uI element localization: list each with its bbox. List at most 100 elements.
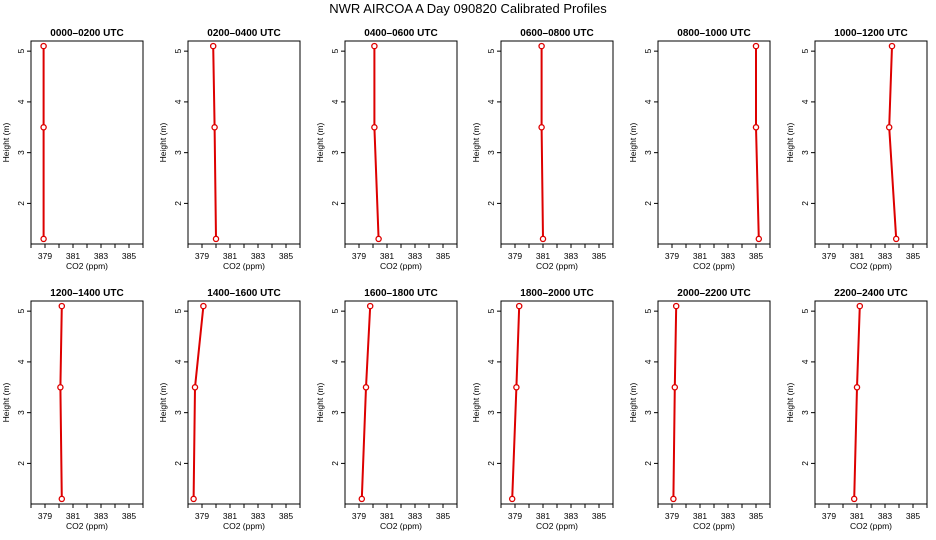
plot-frame: [814, 300, 928, 505]
x-tick-label: 385: [749, 251, 763, 261]
y-axis-label: Height (m): [1, 383, 11, 423]
profile-point: [752, 42, 760, 50]
page-title: NWR AIRCOA A Day 090820 Calibrated Profi…: [329, 1, 607, 16]
y-tick-label: 3: [643, 150, 653, 155]
profile-point: [190, 495, 197, 503]
x-tick-label: 379: [665, 251, 679, 261]
panel-title: 0800–1000 UTC: [677, 28, 750, 39]
profile-point: [209, 42, 217, 50]
x-tick-label: 379: [822, 511, 836, 521]
x-tick-label: 381: [223, 251, 237, 261]
profile-point: [40, 235, 47, 243]
x-tick-label: 383: [408, 511, 422, 521]
profile-point: [375, 235, 382, 243]
plot-frame: [30, 40, 144, 245]
y-tick-label: 4: [800, 99, 810, 104]
x-tick-label: 383: [564, 251, 578, 261]
y-tick-label: 2: [486, 201, 496, 206]
plot-frame: [500, 40, 614, 245]
profile-panel: 0000–0200 UTC 379 381 383 385 CO2 (ppm) 2 3 4 5 He…: [1, 28, 144, 271]
profile-panel: 2000–2200 UTC 379 381 383 385 CO2 (ppm) 2 3 4 5 He…: [628, 288, 771, 531]
x-tick-label: 385: [122, 251, 136, 261]
y-tick-label: 3: [330, 410, 340, 415]
x-tick-label: 383: [251, 251, 265, 261]
x-tick-label: 381: [693, 251, 707, 261]
y-tick-label: 5: [486, 49, 496, 54]
profile-panel: 0400–0600 UTC 379 381 383 385 CO2 (ppm) 2 3 4 5 He…: [315, 28, 458, 271]
plot-frame: [30, 300, 144, 505]
y-tick-label: 4: [486, 359, 496, 364]
profile-panel: 0200–0400 UTC 379 381 383 385 CO2 (ppm) 2 3 4 5 He…: [158, 28, 301, 271]
y-tick-label: 4: [330, 99, 340, 104]
x-tick-label: 383: [878, 251, 892, 261]
y-tick-label: 2: [16, 461, 26, 466]
profile-point: [371, 42, 378, 50]
profile-point: [212, 235, 220, 243]
x-tick-label: 381: [66, 511, 80, 521]
panel-title: 1200–1400 UTC: [50, 288, 123, 299]
x-tick-label: 379: [508, 251, 522, 261]
plot-frame: [187, 40, 301, 245]
y-tick-label: 2: [330, 201, 340, 206]
y-tick-label: 3: [173, 410, 183, 415]
y-tick-label: 4: [16, 359, 26, 364]
profile-point: [40, 124, 47, 131]
profile-point: [752, 124, 760, 131]
y-tick-label: 2: [173, 461, 183, 466]
y-tick-label: 4: [800, 359, 810, 364]
x-tick-label: 385: [122, 511, 136, 521]
y-tick-label: 4: [16, 99, 26, 104]
profile-point: [58, 495, 66, 503]
panel-title: 2200–2400 UTC: [834, 288, 907, 299]
profile-line: [59, 306, 63, 499]
profile-panel: 2200–2400 UTC 379 381 383 385 CO2 (ppm) 2 3 4 5 He…: [785, 288, 928, 531]
profile-point: [856, 302, 864, 310]
panel-title: 2000–2200 UTC: [677, 288, 750, 299]
y-tick-label: 3: [16, 150, 26, 155]
x-tick-label: 381: [536, 251, 550, 261]
x-tick-label: 385: [279, 251, 293, 261]
x-tick-label: 385: [906, 251, 920, 261]
profile-point: [885, 124, 893, 131]
y-tick-label: 4: [173, 359, 183, 364]
profile-panel: 1400–1600 UTC 379 381 383 385 CO2 (ppm) 2 3 4 5 He…: [158, 288, 301, 531]
profile-point: [850, 495, 858, 503]
y-axis-label: Height (m): [785, 383, 795, 423]
profile-point: [58, 302, 66, 310]
profile-line: [540, 46, 544, 239]
profile-line: [888, 46, 898, 239]
x-tick-label: 379: [195, 511, 209, 521]
x-tick-label: 385: [279, 511, 293, 521]
y-tick-label: 4: [643, 99, 653, 104]
profile-point: [508, 495, 516, 503]
y-axis-label: Height (m): [315, 123, 325, 163]
x-tick-label: 379: [508, 511, 522, 521]
x-axis-label: CO2 (ppm): [536, 261, 578, 271]
y-tick-label: 3: [173, 150, 183, 155]
profile-point: [40, 42, 47, 50]
x-tick-label: 381: [536, 511, 550, 521]
profile-point: [853, 384, 861, 391]
x-axis-label: CO2 (ppm): [693, 521, 735, 531]
y-tick-label: 5: [16, 49, 26, 54]
profile-point: [670, 495, 677, 503]
profile-line: [373, 46, 380, 239]
profile-point: [362, 384, 370, 391]
y-tick-label: 4: [643, 359, 653, 364]
profile-point: [211, 124, 218, 131]
x-tick-label: 379: [38, 511, 52, 521]
x-axis-label: CO2 (ppm): [380, 261, 422, 271]
x-tick-label: 385: [906, 511, 920, 521]
y-tick-label: 2: [643, 201, 653, 206]
x-axis-label: CO2 (ppm): [66, 261, 108, 271]
profile-point: [671, 384, 679, 391]
x-tick-label: 381: [380, 251, 394, 261]
y-axis-label: Height (m): [158, 383, 168, 423]
profile-line: [755, 46, 760, 239]
y-tick-label: 2: [173, 201, 183, 206]
profile-line: [212, 46, 217, 239]
y-tick-label: 4: [330, 359, 340, 364]
profile-panel: 0600–0800 UTC 379 381 383 385 CO2 (ppm) 2 3 4 5 He…: [471, 28, 614, 271]
profile-panel: 1200–1400 UTC 379 381 383 385 CO2 (ppm) 2 3 4 5 He…: [1, 288, 144, 531]
y-axis-label: Height (m): [471, 383, 481, 423]
